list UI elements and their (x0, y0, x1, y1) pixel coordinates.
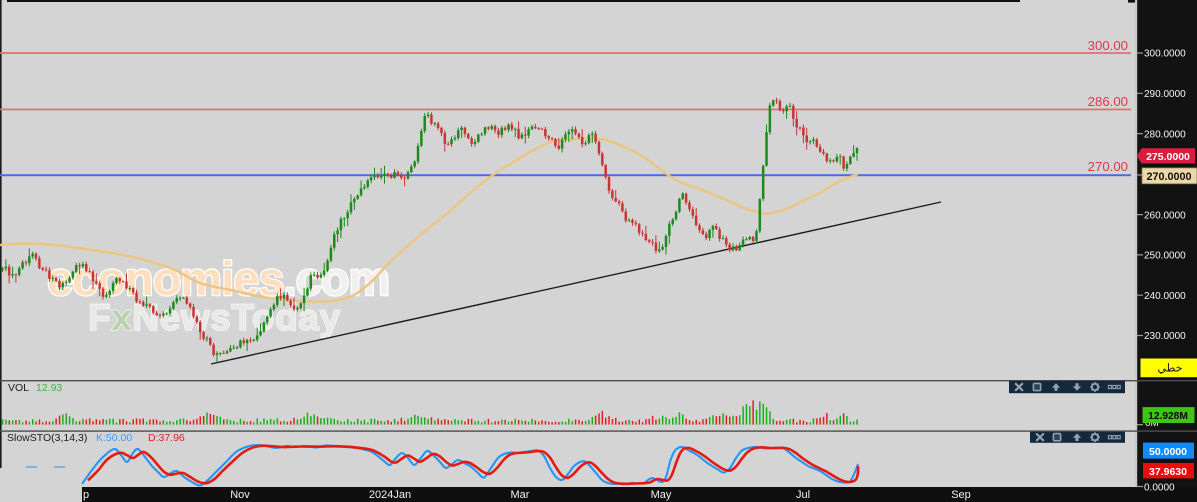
svg-text:240.0000: 240.0000 (1144, 291, 1186, 302)
svg-text:K:50.00: K:50.00 (96, 432, 132, 444)
svg-text:290.0000: 290.0000 (1144, 89, 1186, 100)
svg-text:0.0000: 0.0000 (1144, 483, 1175, 494)
svg-text:economies.com: economies.com (47, 252, 389, 305)
svg-text:Nov: Nov (230, 489, 250, 501)
svg-text:0M: 0M (1145, 418, 1159, 429)
svg-text:260.0000: 260.0000 (1144, 210, 1186, 221)
svg-text:p: p (83, 489, 89, 501)
svg-text:Jul: Jul (796, 489, 810, 501)
svg-text:50.0000: 50.0000 (1149, 446, 1187, 458)
svg-text:286.00: 286.00 (1088, 94, 1128, 109)
svg-text:300.0000: 300.0000 (1144, 49, 1186, 60)
svg-text:Sep: Sep (951, 489, 971, 501)
svg-text:37.9630: 37.9630 (1149, 466, 1187, 478)
svg-text:D:37.96: D:37.96 (148, 432, 185, 444)
svg-text:2024Jan: 2024Jan (369, 489, 411, 501)
svg-text:300.00: 300.00 (1088, 38, 1128, 53)
svg-text:250.0000: 250.0000 (1144, 251, 1186, 262)
svg-text:SlowSTO(3,14,3): SlowSTO(3,14,3) (7, 432, 87, 444)
svg-text:275.0000: 275.0000 (1146, 151, 1190, 163)
svg-text:VOL: VOL (8, 382, 29, 394)
svg-text:280.0000: 280.0000 (1144, 129, 1186, 140)
svg-text:May: May (651, 489, 672, 501)
svg-text:12.928M: 12.928M (1148, 411, 1188, 422)
svg-text:12.93: 12.93 (36, 382, 62, 394)
svg-text:270.0000: 270.0000 (1146, 171, 1191, 183)
svg-text:270.00: 270.00 (1088, 159, 1128, 174)
svg-text:FxNewsToday: FxNewsToday (88, 297, 341, 338)
svg-text:Mar: Mar (511, 489, 530, 501)
svg-text:خطي: خطي (1158, 363, 1183, 375)
svg-text:230.0000: 230.0000 (1144, 331, 1186, 342)
